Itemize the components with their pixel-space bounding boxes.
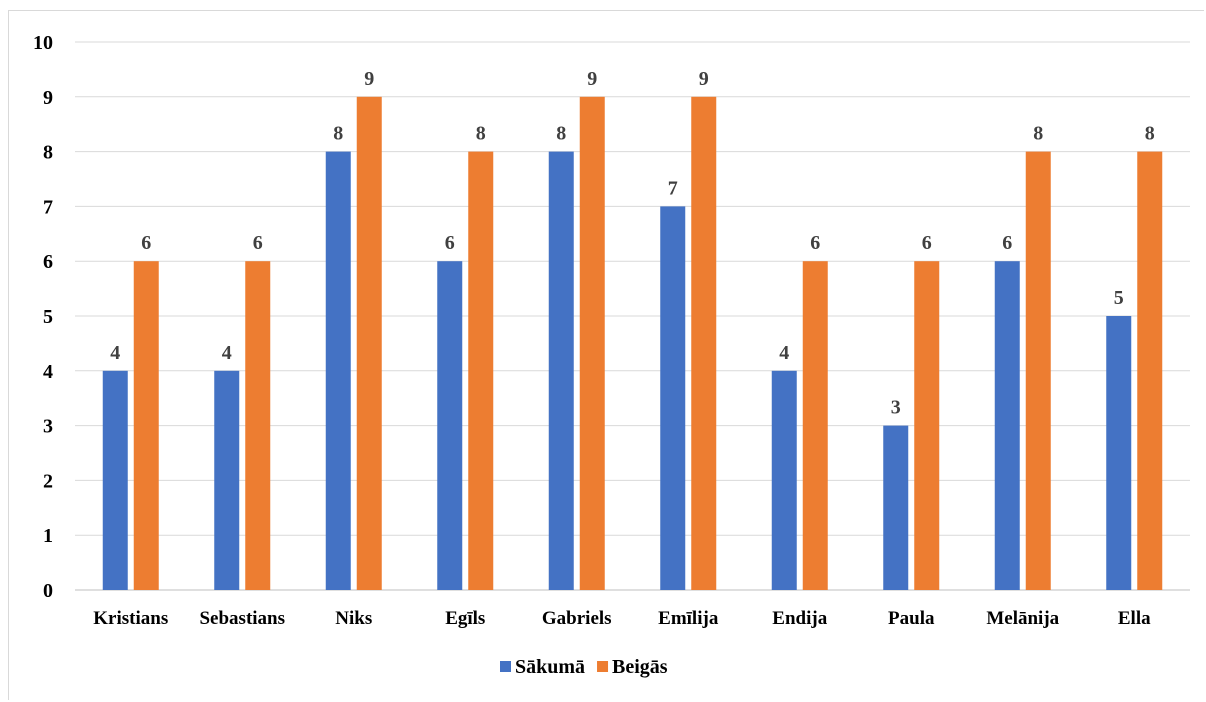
y-tick-label: 2 (43, 470, 53, 492)
data-label: 6 (445, 232, 455, 254)
bar-beigas (914, 261, 940, 590)
legend-swatch (500, 661, 511, 672)
data-label: 9 (699, 68, 709, 90)
bar-sakuma (437, 261, 463, 590)
data-label: 9 (364, 68, 374, 90)
bar-beigas (1137, 151, 1163, 590)
data-label: 8 (476, 123, 486, 145)
data-label: 9 (587, 68, 597, 90)
bar-beigas (691, 96, 717, 591)
bar-sakuma (771, 370, 797, 590)
bar-beigas (1025, 151, 1051, 590)
x-category-label: Endija (772, 608, 827, 629)
bar-sakuma (1106, 316, 1132, 590)
data-labels: 4 6 4 6 8 9 6 8 8 9 7 9 4 6 3 6 6 8 5 8 (110, 68, 1155, 419)
data-label: 8 (1033, 123, 1043, 145)
legend-label: Beigās (612, 656, 668, 678)
bar-beigas (802, 261, 828, 590)
data-label: 4 (110, 342, 120, 364)
legend-label: Sākumā (515, 656, 585, 678)
y-tick-label: 1 (43, 525, 53, 547)
y-axis-ticks: 0 1 2 3 4 5 6 7 8 9 10 (33, 32, 53, 602)
x-category-label: Sebastians (199, 608, 285, 629)
data-label: 6 (141, 232, 151, 254)
bar-sakuma (214, 370, 240, 590)
data-label: 6 (253, 232, 263, 254)
bar-sakuma (548, 151, 574, 590)
bar-sakuma (660, 206, 686, 590)
y-tick-label: 3 (43, 416, 53, 438)
gridlines (75, 41, 1190, 591)
bar-sakuma (994, 261, 1020, 590)
bar-sakuma (883, 425, 909, 590)
x-category-label: Paula (888, 608, 935, 629)
x-category-label: Egīls (445, 608, 485, 629)
x-category-label: Emīlija (658, 608, 719, 629)
data-label: 4 (779, 342, 789, 364)
data-label: 5 (1114, 287, 1124, 309)
bar-beigas (356, 96, 382, 591)
data-label: 6 (1002, 232, 1012, 254)
data-label: 6 (810, 232, 820, 254)
bar-beigas (133, 261, 159, 590)
data-label: 8 (1145, 123, 1155, 145)
bars (102, 96, 1163, 591)
data-label: 8 (333, 123, 343, 145)
data-label: 8 (556, 123, 566, 145)
y-tick-label: 8 (43, 142, 53, 164)
x-category-label: Niks (335, 608, 372, 629)
x-category-label: Melānija (986, 608, 1059, 629)
bar-beigas (579, 96, 605, 591)
y-tick-label: 9 (43, 87, 53, 109)
legend-swatch (597, 661, 609, 672)
data-label: 7 (668, 177, 678, 199)
y-tick-label: 6 (43, 251, 53, 273)
bar-sakuma (325, 151, 351, 590)
y-tick-label: 10 (33, 32, 53, 54)
bar-sakuma (102, 370, 128, 590)
x-category-label: Gabriels (542, 608, 612, 629)
y-tick-label: 4 (43, 361, 53, 383)
y-tick-label: 7 (43, 196, 53, 218)
bar-beigas (245, 261, 271, 590)
y-tick-label: 0 (43, 580, 53, 602)
data-label: 6 (922, 232, 932, 254)
x-category-label: Ella (1118, 608, 1151, 629)
data-label: 4 (222, 342, 232, 364)
chart-frame (8, 10, 1204, 700)
x-axis-categories: Kristians Sebastians Niks Egīls Gabriels Emīl… (93, 608, 1151, 629)
x-category-label: Kristians (93, 608, 168, 629)
data-label: 3 (891, 397, 901, 419)
legend: Sākumā Beigās (500, 656, 668, 678)
y-tick-label: 5 (43, 306, 53, 328)
bar-beigas (468, 151, 494, 590)
